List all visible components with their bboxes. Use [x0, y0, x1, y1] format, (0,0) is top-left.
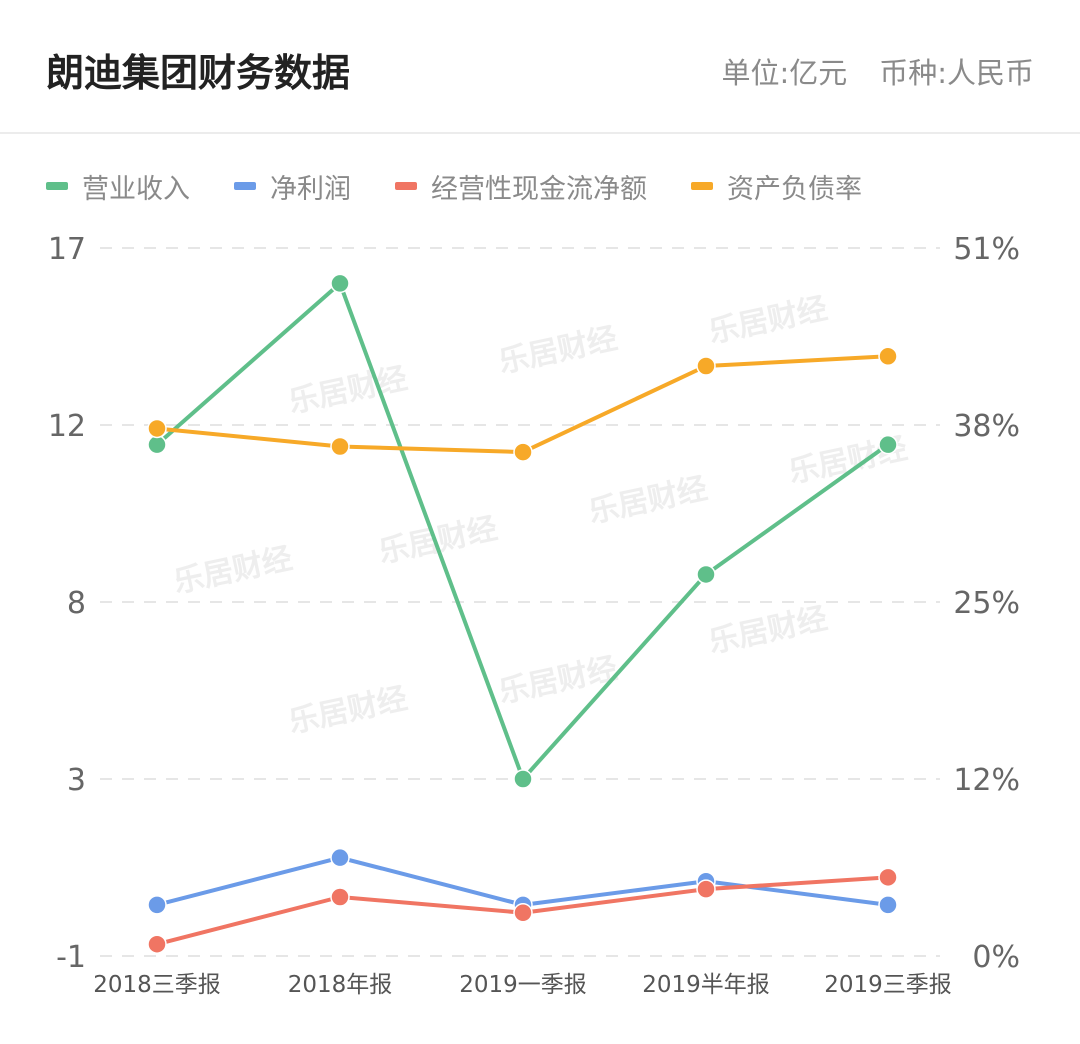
chart-title: 朗迪集团财务数据 [46, 51, 351, 95]
left-axis-tick: 8 [67, 586, 86, 621]
data-point [878, 434, 898, 455]
legend-swatch [691, 182, 713, 190]
left-axis-tick: -1 [56, 940, 86, 975]
data-point [696, 356, 716, 376]
unit-info: 单位:亿元 币种:人民币 [721, 50, 1034, 92]
x-axis-tick: 2018年报 [288, 972, 393, 998]
left-axis-tick: 3 [67, 763, 86, 798]
right-axis-tick: 0% [972, 940, 1020, 975]
legend-label: 营业收入 [82, 173, 190, 205]
legend-item[interactable]: 净利润 [234, 167, 351, 206]
left-axis-tick: 17 [48, 232, 86, 267]
data-point [696, 564, 716, 585]
legend-label: 净利润 [270, 173, 351, 205]
data-point [878, 895, 898, 915]
watermark: 乐居财经 [496, 321, 621, 380]
legend-item[interactable]: 经营性现金流净额 [395, 167, 647, 206]
data-point [147, 934, 167, 954]
watermark: 乐居财经 [376, 511, 501, 570]
series-group [147, 346, 898, 462]
currency-label: 币种:人民币 [879, 56, 1034, 90]
data-point [147, 418, 167, 439]
data-point [330, 436, 350, 457]
legend-swatch [234, 182, 256, 190]
data-point [696, 879, 716, 899]
watermark: 乐居财经 [496, 651, 621, 710]
watermark: 乐居财经 [286, 681, 411, 740]
right-axis-tick: 38% [953, 409, 1020, 444]
x-axis-tick: 2019三季报 [824, 972, 952, 998]
legend-swatch [46, 182, 68, 190]
x-axis-tick: 2019半年报 [642, 972, 770, 998]
x-axis-tick: 2019一季报 [459, 972, 587, 998]
legend-item[interactable]: 营业收入 [46, 167, 190, 206]
data-point [513, 902, 533, 923]
data-point [330, 887, 350, 907]
series-group [147, 273, 898, 789]
legend-item[interactable]: 资产负债率 [691, 167, 862, 206]
x-axis-tick: 2018三季报 [93, 972, 221, 998]
watermark: 乐居财经 [286, 361, 411, 420]
data-point [878, 867, 898, 888]
watermark: 乐居财经 [706, 291, 831, 350]
legend-swatch [395, 182, 417, 190]
right-axis-tick: 51% [953, 232, 1020, 267]
legend-label: 资产负债率 [727, 173, 862, 205]
data-point [147, 895, 167, 915]
data-point [330, 273, 350, 294]
right-axis-tick: 12% [953, 763, 1020, 798]
watermark: 乐居财经 [171, 541, 296, 600]
series-group [147, 867, 898, 954]
unit-label: 单位:亿元 [721, 56, 848, 90]
left-axis-tick: 12 [48, 409, 86, 444]
data-point [147, 434, 167, 455]
chart-header: 朗迪集团财务数据 单位:亿元 币种:人民币 [0, 0, 1080, 134]
chart-legend: 营业收入 净利润 经营性现金流净额 资产负债率 [46, 166, 906, 206]
data-point [330, 847, 350, 868]
legend-label: 经营性现金流净额 [431, 173, 647, 205]
data-point [513, 769, 533, 789]
data-point [513, 442, 533, 462]
right-axis-tick: 25% [953, 586, 1020, 621]
watermark: 乐居财经 [706, 601, 831, 660]
data-point [878, 346, 898, 367]
watermark: 乐居财经 [586, 471, 711, 530]
